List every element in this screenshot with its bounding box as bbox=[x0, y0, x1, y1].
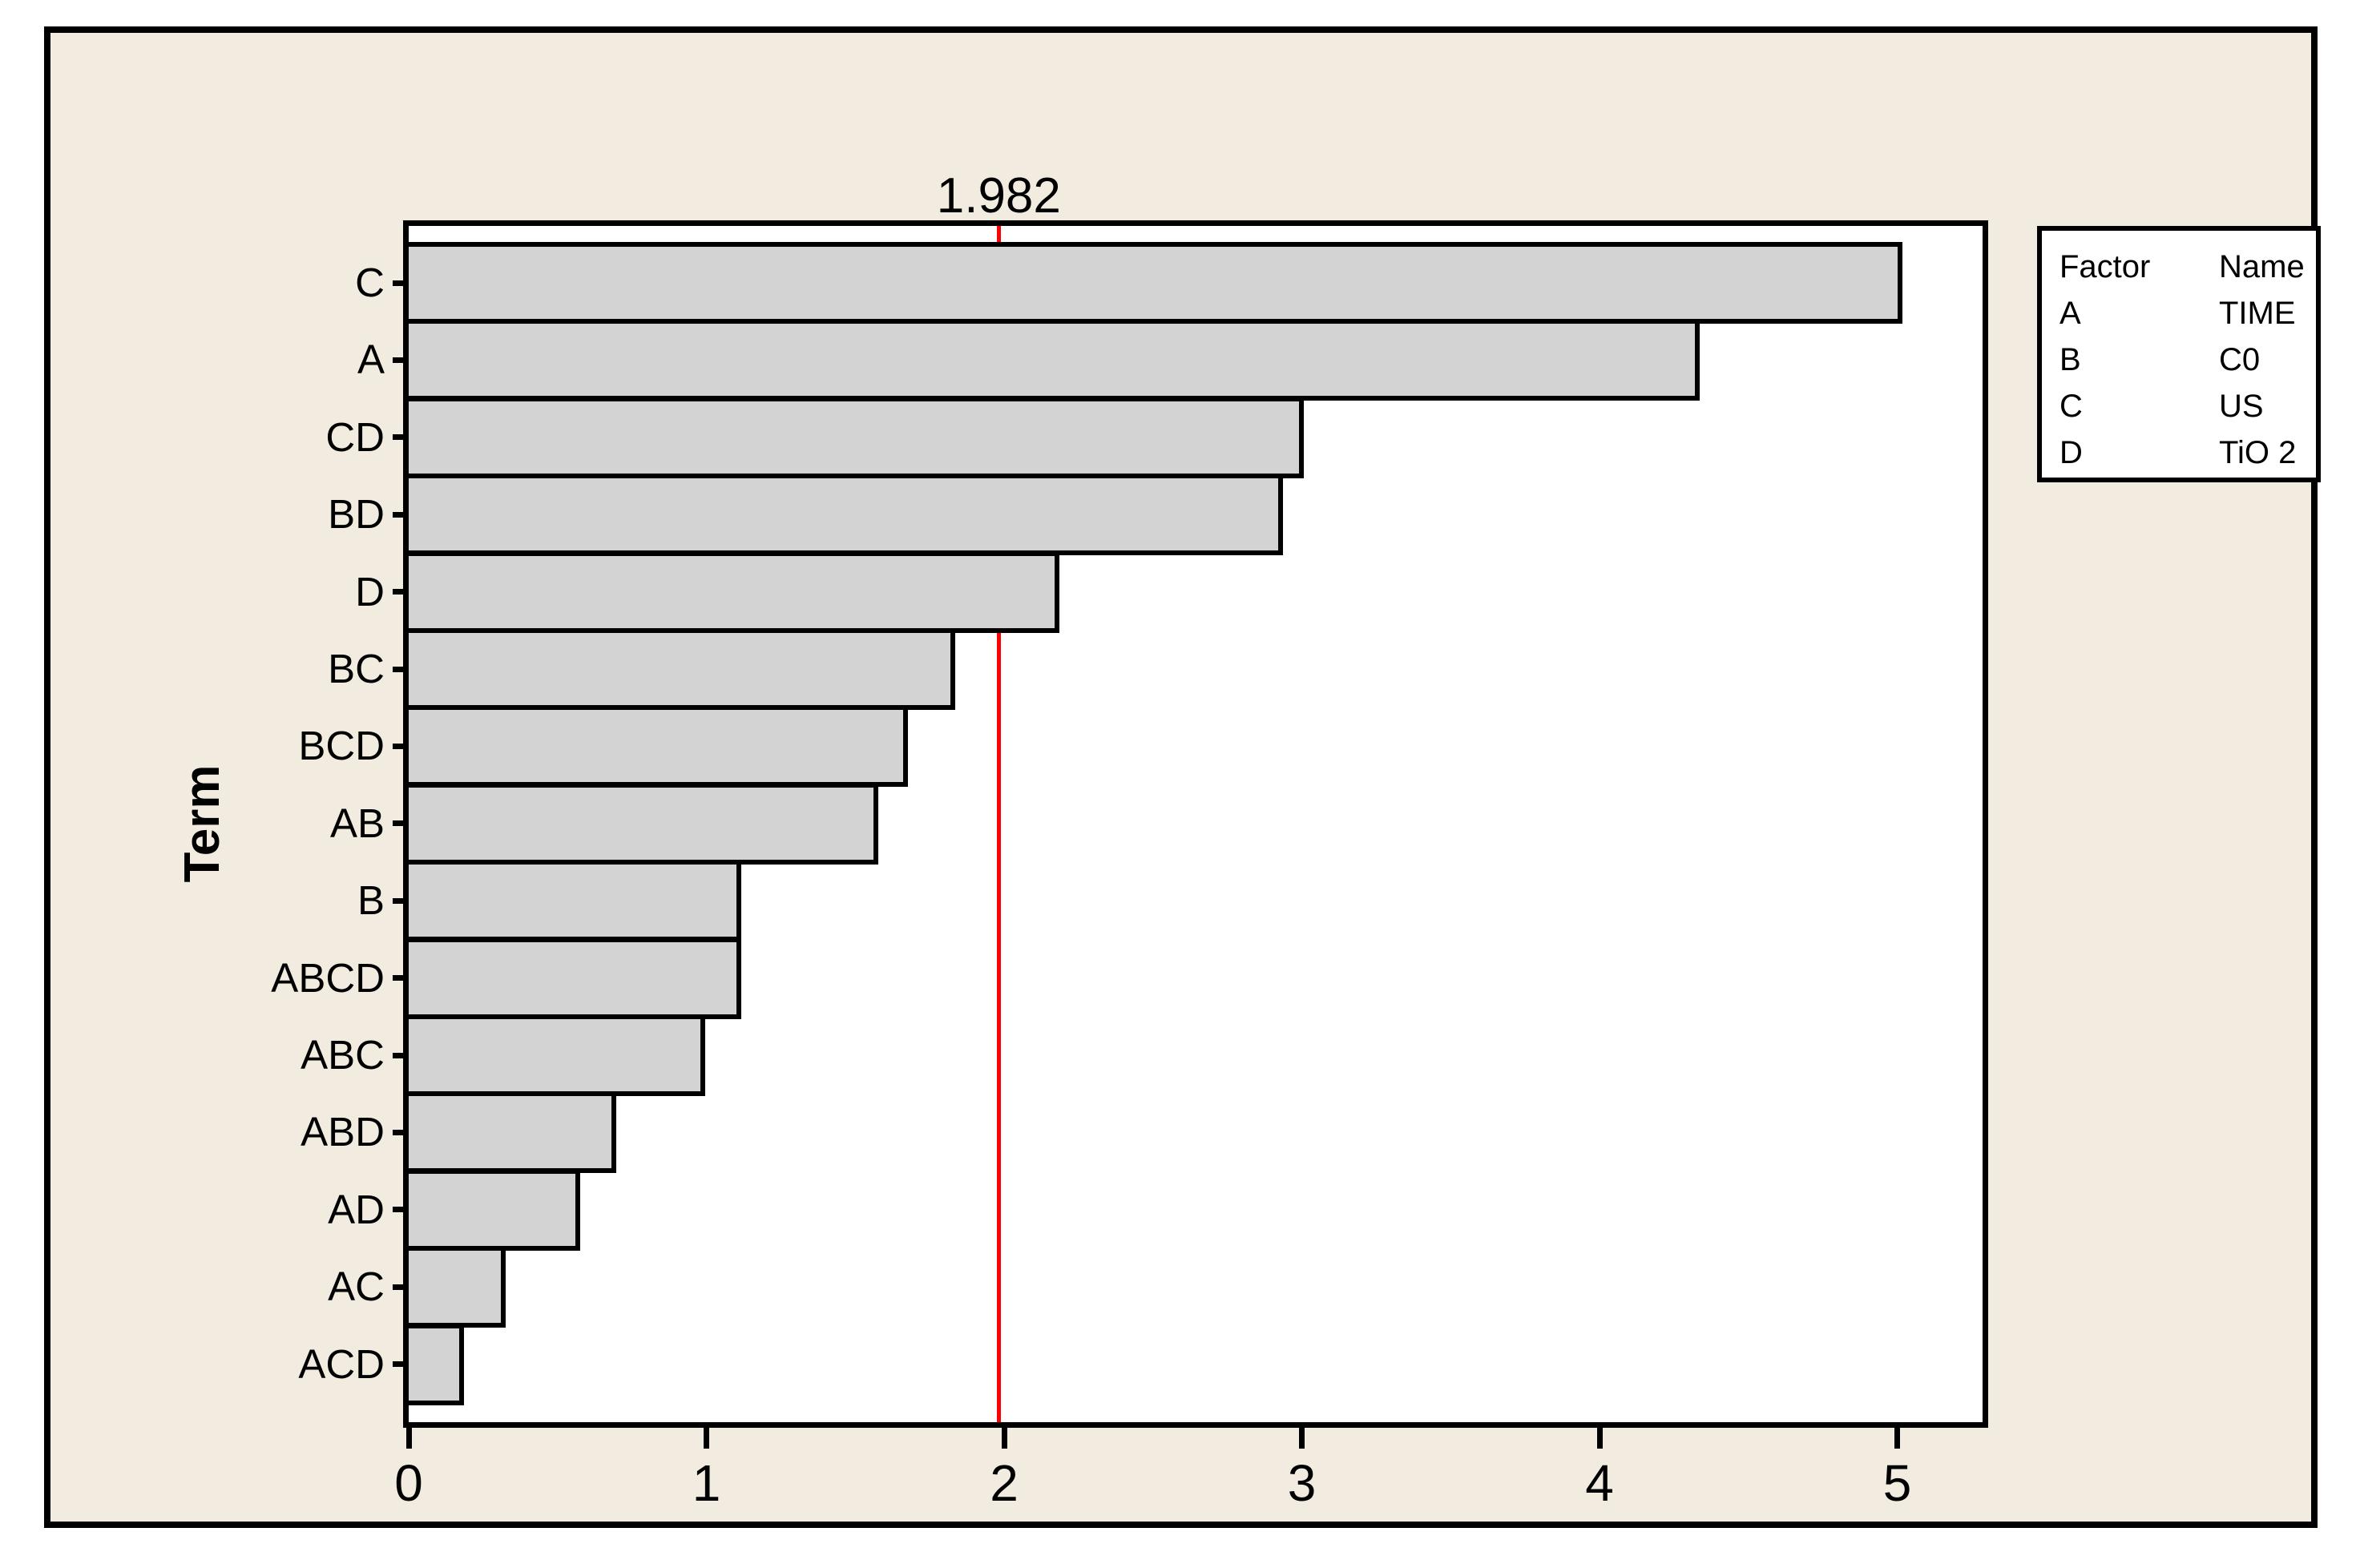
x-tick-label-2: 2 bbox=[990, 1454, 1019, 1512]
y-term-label-D: D bbox=[355, 568, 385, 615]
y-term-label-ABD: ABD bbox=[301, 1109, 385, 1155]
y-term-label-ABCD: ABCD bbox=[271, 954, 385, 1001]
bar-B bbox=[409, 860, 741, 942]
bar-ABCD bbox=[409, 937, 741, 1019]
legend-name-cell: TIME bbox=[2219, 296, 2296, 331]
bar-ABD bbox=[409, 1091, 616, 1174]
bar-CD bbox=[409, 396, 1304, 478]
y-tick-C bbox=[393, 280, 409, 286]
legend-row-A: A TIME bbox=[2059, 290, 2316, 337]
bar-AD bbox=[409, 1168, 581, 1251]
y-term-label-AB: AB bbox=[329, 800, 385, 846]
y-tick-BC bbox=[393, 666, 409, 672]
legend-header-row: Factor Name bbox=[2059, 244, 2316, 290]
y-term-label-ACD: ACD bbox=[298, 1340, 385, 1387]
legend-factor-cell: A bbox=[2059, 296, 2081, 331]
y-term-label-AD: AD bbox=[328, 1186, 385, 1232]
y-tick-BCD bbox=[393, 743, 409, 749]
legend-name-cell: TiO 2 bbox=[2219, 435, 2297, 470]
figure-panel: Term 1.982 C A CD BD D BC BCD AB B ABCD ABC ABD AD AC… bbox=[44, 26, 2321, 1528]
y-tick-A bbox=[393, 357, 409, 363]
bar-D bbox=[409, 550, 1060, 633]
x-tick-0 bbox=[405, 1428, 412, 1449]
bar-A bbox=[409, 319, 1700, 401]
y-tick-AB bbox=[393, 820, 409, 827]
x-tick-label-5: 5 bbox=[1882, 1454, 1912, 1512]
bar-BD bbox=[409, 474, 1283, 556]
legend-header-name: Name bbox=[2219, 249, 2305, 284]
y-tick-CD bbox=[393, 434, 409, 441]
legend-factor-cell: B bbox=[2059, 342, 2081, 377]
x-tick-label-4: 4 bbox=[1585, 1454, 1614, 1512]
bar-AC bbox=[409, 1246, 506, 1328]
bar-BC bbox=[409, 628, 956, 710]
y-term-label-B: B bbox=[357, 877, 385, 924]
legend-row-B: B C0 bbox=[2059, 337, 2316, 383]
y-tick-BD bbox=[393, 511, 409, 518]
bar-ACD bbox=[409, 1323, 465, 1405]
x-tick-label-1: 1 bbox=[692, 1454, 721, 1512]
x-tick-1 bbox=[704, 1428, 709, 1449]
legend-rows: A TIME B C0 C US D TiO 2 bbox=[2059, 290, 2316, 476]
y-term-label-BD: BD bbox=[328, 491, 385, 538]
x-tick-label-0: 0 bbox=[394, 1454, 423, 1512]
x-tick-3 bbox=[1299, 1428, 1305, 1449]
y-tick-ABC bbox=[393, 1052, 409, 1058]
legend-name-cell: C0 bbox=[2219, 342, 2261, 377]
legend-factor-cell: C bbox=[2059, 389, 2083, 424]
legend-header-factor: Factor bbox=[2059, 249, 2151, 284]
y-term-label-BCD: BCD bbox=[298, 723, 385, 769]
legend-row-D: D TiO 2 bbox=[2059, 429, 2316, 476]
y-tick-D bbox=[393, 589, 409, 595]
y-tick-B bbox=[393, 897, 409, 904]
x-tick-5 bbox=[1894, 1428, 1900, 1449]
reference-line bbox=[996, 226, 1001, 1422]
plot-area bbox=[403, 220, 1988, 1428]
y-tick-ABD bbox=[393, 1129, 409, 1135]
y-term-label-ABC: ABC bbox=[301, 1032, 385, 1078]
y-term-label-A: A bbox=[357, 337, 385, 383]
legend-factor-cell: D bbox=[2059, 435, 2083, 470]
x-tick-label-3: 3 bbox=[1287, 1454, 1317, 1512]
y-tick-AC bbox=[393, 1284, 409, 1290]
bar-AB bbox=[409, 782, 878, 865]
x-tick-2 bbox=[1001, 1428, 1007, 1449]
legend-row-C: C US bbox=[2059, 383, 2316, 429]
y-tick-AD bbox=[393, 1207, 409, 1213]
factor-legend-box: Factor Name A TIME B C0 C US D TiO 2 bbox=[2037, 226, 2321, 482]
y-tick-ACD bbox=[393, 1361, 409, 1368]
y-term-label-CD: CD bbox=[325, 413, 385, 460]
bar-BCD bbox=[409, 705, 908, 788]
reference-line-label: 1.982 bbox=[936, 168, 1061, 224]
y-term-label-BC: BC bbox=[328, 646, 385, 691]
bar-C bbox=[409, 242, 1902, 324]
legend-name-cell: US bbox=[2219, 389, 2264, 424]
y-tick-ABCD bbox=[393, 975, 409, 982]
y-term-label-AC: AC bbox=[328, 1264, 385, 1310]
bar-ABC bbox=[409, 1014, 706, 1096]
x-tick-4 bbox=[1596, 1428, 1603, 1449]
y-term-label-C: C bbox=[355, 260, 385, 305]
